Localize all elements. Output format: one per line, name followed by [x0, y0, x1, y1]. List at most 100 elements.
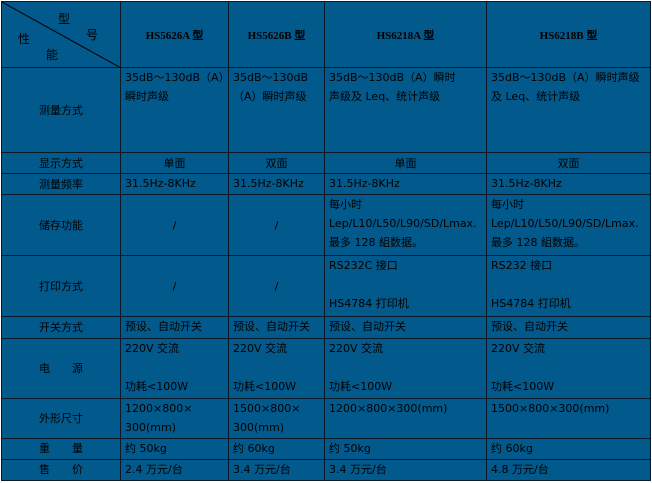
table-cell: 每小时 Lep/L10/L50/L90/SD/Lmax. 最多 128 組数据。 — [486, 194, 651, 257]
table-cell: 约 60kg — [486, 437, 651, 460]
cell-line: 31.5Hz-8KHz — [125, 177, 196, 191]
table-cell: 31.5Hz-8KHz — [486, 173, 651, 196]
table-row: 显示方式 单面 双面 单面 双面 — [1, 152, 651, 175]
cell-line: 功耗<100W — [233, 379, 297, 393]
table-cell: 31.5Hz-8KHz — [228, 173, 325, 196]
cell-line: 约 50kg — [125, 441, 167, 455]
cell-line: 4.8 万元/台 — [491, 462, 549, 476]
cell-line: 双面 — [265, 156, 288, 170]
cell-line: 约 60kg — [233, 441, 275, 455]
cell-line: 220V 交流 — [233, 341, 288, 355]
diagonal-line — [2, 2, 121, 68]
cell-line: 1500×800× — [233, 401, 301, 415]
cell-line: 预设、自动开关 — [491, 319, 568, 333]
table-row: 电 源 220V 交流 功耗<100W 220V 交流 功耗<100W 220V 交流 功耗… — [1, 337, 651, 399]
row-label: 重 量 — [1, 437, 121, 460]
table-cell: 220V 交流 功耗<100W — [120, 337, 229, 399]
cell-line: 功耗<100W — [125, 379, 189, 393]
table-cell: 双面 — [486, 152, 651, 175]
cell-line: 约 60kg — [491, 441, 533, 455]
header-row: 型 号 性 能 HS5626A 型 HS5626B 型 HS6218A 型 HS… — [1, 0, 651, 69]
cell-line: / — [274, 279, 279, 293]
row-label: 测量频率 — [1, 173, 121, 196]
table-cell: 220V 交流 功耗<100W — [228, 337, 325, 399]
table-cell: 35dB～130dB（A）瞬时声级 — [228, 67, 325, 154]
cell-line: 预设、自动开关 — [329, 319, 406, 333]
cell-line: 功耗<100W — [491, 379, 555, 393]
model-header: HS6218A 型 — [324, 0, 487, 69]
cell-line: 声级及 Leq、统计声级 — [329, 90, 441, 104]
cell-line: RS232 接口 — [491, 259, 553, 273]
table-cell: 31.5Hz-8KHz — [324, 173, 487, 196]
cell-line: 31.5Hz-8KHz — [491, 177, 562, 191]
row-label: 开关方式 — [1, 315, 121, 339]
model-header: HS6218B 型 — [486, 0, 651, 69]
cell-line: 预设、自动开关 — [233, 319, 310, 333]
corner-model-1: 型 — [58, 12, 71, 26]
cell-line — [125, 358, 224, 377]
row-label: 电 源 — [1, 337, 121, 399]
table-cell: 35dB～130dB（A）瞬时声级及 Leq、统计声级 — [324, 67, 487, 154]
cell-line: （A）瞬时声级 — [233, 90, 307, 104]
table-cell: 约 50kg — [120, 437, 229, 460]
row-label: 显示方式 — [1, 152, 121, 175]
row-label: 售 价 — [1, 458, 121, 482]
table-row: 外形尺寸 1200×800× 300(mm) 1500×800× 300(mm) 1200… — [1, 397, 651, 439]
row-label: 外形尺寸 — [1, 397, 121, 439]
table-cell: 预设、自动开关 — [120, 315, 229, 339]
table-cell: 1500×800×300(mm) — [486, 397, 651, 439]
cell-line: 3.4 万元/台 — [233, 462, 291, 476]
cell-line: 双面 — [557, 156, 580, 170]
cell-line: 300(mm) — [125, 420, 177, 434]
table-cell: / — [228, 255, 325, 317]
cell-line: 2.4 万元/台 — [125, 462, 183, 476]
cell-line: 35dB～130dB（A）瞬时 — [329, 71, 456, 85]
table-cell: 单面 — [120, 152, 229, 175]
table-cell: 双面 — [228, 152, 325, 175]
cell-line — [491, 358, 646, 377]
corner-header: 型 号 性 能 — [1, 0, 121, 69]
table-cell: 35dB～130dB（A） 瞬时声级 — [120, 67, 229, 154]
table-cell: 单面 — [324, 152, 487, 175]
cell-line: 300(mm) — [233, 420, 285, 434]
cell-line: 及 Leq、统计声级 — [491, 90, 581, 104]
cell-line: HS4784 打印机 — [329, 297, 409, 311]
table-cell: 4.8 万元/台 — [486, 458, 651, 482]
row-label: 储存功能 — [1, 194, 121, 257]
table-cell: 1500×800× 300(mm) — [228, 397, 325, 439]
corner-perf-1: 性 — [18, 32, 31, 46]
cell-line: 功耗<100W — [329, 379, 393, 393]
table-cell: 3.4 万元/台 — [324, 458, 487, 482]
cell-line: 3.4 万元/台 — [329, 462, 387, 476]
table-row: 测量方式 35dB～130dB（A） 瞬时声级 35dB～130dB （A）瞬时声级 35… — [1, 67, 651, 154]
cell-line: 最多 128 組数据。 — [329, 236, 423, 250]
table-row: 储存功能 / / 每小时 Lep/L10/L50/L90/SD/Lmax. 最多 128 … — [1, 194, 651, 257]
table-cell: 1200×800×300(mm) — [324, 397, 487, 439]
table-cell: / — [120, 255, 229, 317]
cell-line: 预设、自动开关 — [125, 319, 202, 333]
table-cell: 预设、自动开关 — [228, 315, 325, 339]
cell-line — [233, 358, 320, 377]
table-cell: 每小时 Lep/L10/L50/L90/SD/Lmax. 最多 128 組数据。 — [324, 194, 487, 257]
cell-line: 每小时 — [491, 198, 524, 212]
table-cell: RS232 接口 HS4784 打印机 — [486, 255, 651, 317]
cell-line: 1500×800×300(mm) — [491, 401, 610, 415]
cell-line: 单面 — [394, 156, 417, 170]
cell-line: 每小时 — [329, 198, 362, 212]
table-cell: 3.4 万元/台 — [228, 458, 325, 482]
cell-line: Lep/L10/L50/L90/SD/Lmax. — [329, 217, 477, 231]
cell-line: Lep/L10/L50/L90/SD/Lmax. — [491, 217, 639, 231]
table-cell: 约 60kg — [228, 437, 325, 460]
cell-line: 31.5Hz-8KHz — [233, 177, 304, 191]
cell-line: 35dB～130dB（A） — [125, 71, 229, 85]
model-header: HS5626A 型 — [120, 0, 229, 69]
table-cell: 31.5Hz-8KHz — [120, 173, 229, 196]
cell-line: 瞬时声级 — [125, 90, 169, 104]
table-row: 开关方式 预设、自动开关 预设、自动开关 预设、自动开关 预设、自动开关 — [1, 315, 651, 339]
table-cell: 预设、自动开关 — [486, 315, 651, 339]
cell-line: 最多 128 組数据。 — [491, 236, 585, 250]
table-cell: 约 50kg — [324, 437, 487, 460]
cell-line — [329, 275, 482, 294]
cell-line: 1200×800× — [125, 401, 193, 415]
